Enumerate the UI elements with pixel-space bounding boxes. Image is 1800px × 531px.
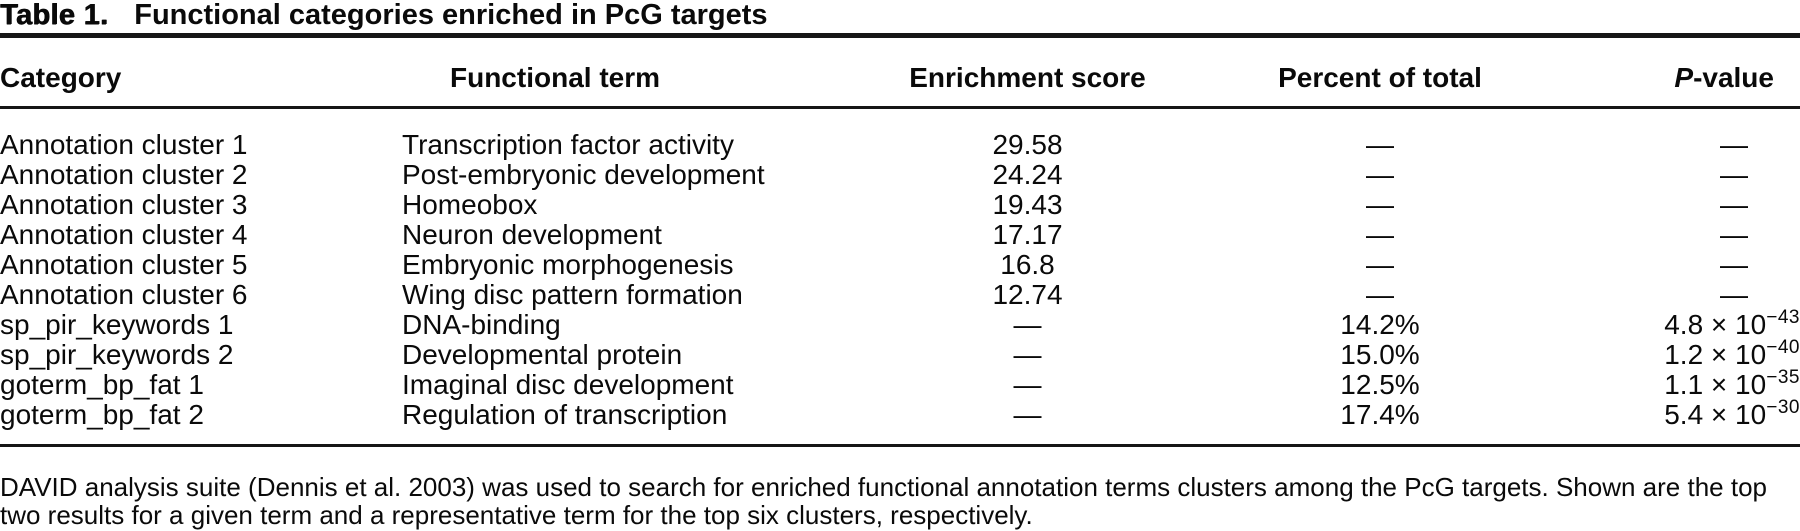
cell-enrichment-score: 19.43: [992, 189, 1063, 220]
cell-functional-term: DNA-binding: [402, 309, 561, 340]
p-value-exponent: −43: [1766, 306, 1800, 328]
cell-enrichment-score: —: [1013, 399, 1042, 430]
p-value-exponent: −40: [1766, 336, 1800, 358]
cell-functional-term: Wing disc pattern formation: [402, 279, 743, 310]
cell-percent-of-total: 15.0%: [1340, 339, 1420, 370]
cell-enrichment-score: 17.17: [992, 219, 1063, 250]
cell-p-value: 1.1 × 10−35: [1664, 366, 1800, 400]
table-row: sp_pir_keywords 2 Developmental protein — 1…: [0, 336, 1800, 370]
cell-functional-term: Post-embryonic development: [402, 159, 765, 190]
table-title: Table 1. Functional categories enriched i…: [0, 0, 1800, 30]
cell-percent-of-total: —: [1366, 159, 1394, 190]
cell-p-value: 4.8 × 10−43: [1664, 306, 1800, 340]
table-header-row: Category Functional term Enrichment scor…: [0, 35, 1800, 109]
cell-functional-term: Imaginal disc development: [402, 369, 734, 400]
table-row: goterm_bp_fat 1 Imaginal disc development…: [0, 366, 1800, 400]
table-caption: Functional categories enriched in PcG ta…: [134, 0, 768, 31]
col-header-enrichment-score: Enrichment score: [850, 35, 1205, 109]
table-number: Table 1.: [0, 0, 109, 31]
cell-p-value: —: [1720, 219, 1748, 250]
cell-percent-of-total: 14.2%: [1340, 309, 1420, 340]
cell-p-value: —: [1720, 129, 1748, 160]
cell-enrichment-score: —: [1013, 309, 1042, 340]
p-value-italic-p: P: [1674, 62, 1694, 93]
cell-category: Annotation cluster 5: [0, 249, 248, 280]
cell-p-value: 5.4 × 10−30: [1664, 396, 1800, 430]
col-header-percent-of-total: Percent of total: [1205, 35, 1555, 109]
cell-enrichment-score: —: [1013, 369, 1042, 400]
cell-functional-term: Developmental protein: [402, 339, 683, 370]
cell-category: Annotation cluster 6: [0, 279, 248, 310]
data-table: Category Functional term Enrichment scor…: [0, 33, 1800, 447]
cell-p-value: —: [1720, 279, 1748, 310]
cell-p-value: —: [1720, 189, 1748, 220]
cell-functional-term: Homeobox: [402, 189, 538, 220]
cell-enrichment-score: 29.58: [992, 129, 1063, 160]
col-header-category: Category: [0, 35, 402, 109]
cell-functional-term: Embryonic morphogenesis: [402, 249, 734, 280]
table-row: Annotation cluster 5 Embryonic morphogene…: [0, 250, 1800, 280]
p-value-rest: -value: [1693, 62, 1774, 93]
table-row: Annotation cluster 2 Post-embryonic devel…: [0, 160, 1800, 190]
p-value-exponent: −35: [1766, 366, 1800, 388]
cell-percent-of-total: —: [1366, 189, 1394, 220]
cell-category: goterm_bp_fat 2: [0, 399, 204, 430]
cell-enrichment-score: 24.24: [992, 159, 1063, 190]
cell-category: sp_pir_keywords 1: [0, 309, 234, 340]
cell-enrichment-score: 16.8: [1000, 249, 1055, 280]
table-body: Annotation cluster 1 Transcription factor…: [0, 108, 1800, 446]
cell-category: Annotation cluster 4: [0, 219, 248, 250]
cell-category: Annotation cluster 2: [0, 159, 248, 190]
col-header-functional-term: Functional term: [402, 35, 850, 109]
cell-percent-of-total: 17.4%: [1340, 399, 1420, 430]
table-row: Annotation cluster 6 Wing disc pattern fo…: [0, 280, 1800, 310]
cell-percent-of-total: —: [1366, 129, 1394, 160]
table-footnote: DAVID analysis suite (Dennis et al. 2003…: [0, 472, 1767, 530]
cell-percent-of-total: —: [1366, 219, 1394, 250]
col-header-p-value: P-value: [1555, 35, 1800, 109]
cell-p-value: —: [1720, 249, 1748, 280]
cell-percent-of-total: 12.5%: [1340, 369, 1420, 400]
cell-enrichment-score: 12.74: [992, 279, 1063, 310]
cell-percent-of-total: —: [1366, 279, 1394, 310]
cell-p-value: —: [1720, 159, 1748, 190]
cell-category: Annotation cluster 1: [0, 129, 248, 160]
cell-category: goterm_bp_fat 1: [0, 369, 204, 400]
cell-functional-term: Regulation of transcription: [402, 399, 728, 430]
cell-category: Annotation cluster 3: [0, 189, 248, 220]
cell-functional-term: Neuron development: [402, 219, 662, 250]
cell-category: sp_pir_keywords 2: [0, 339, 234, 370]
cell-percent-of-total: —: [1366, 249, 1394, 280]
cell-enrichment-score: —: [1013, 339, 1042, 370]
p-value-exponent: −30: [1766, 396, 1800, 418]
table-row: Annotation cluster 3 Homeobox 19.43 — —: [0, 190, 1800, 220]
table-row: goterm_bp_fat 2 Regulation of transcripti…: [0, 396, 1800, 446]
table-row: Annotation cluster 4 Neuron development 17…: [0, 220, 1800, 250]
cell-functional-term: Transcription factor activity: [402, 129, 734, 160]
table-row: sp_pir_keywords 1 DNA-binding — 14.2% 4.8 × …: [0, 306, 1800, 340]
cell-p-value: 1.2 × 10−40: [1664, 336, 1800, 370]
table-row: Annotation cluster 1 Transcription factor…: [0, 108, 1800, 161]
